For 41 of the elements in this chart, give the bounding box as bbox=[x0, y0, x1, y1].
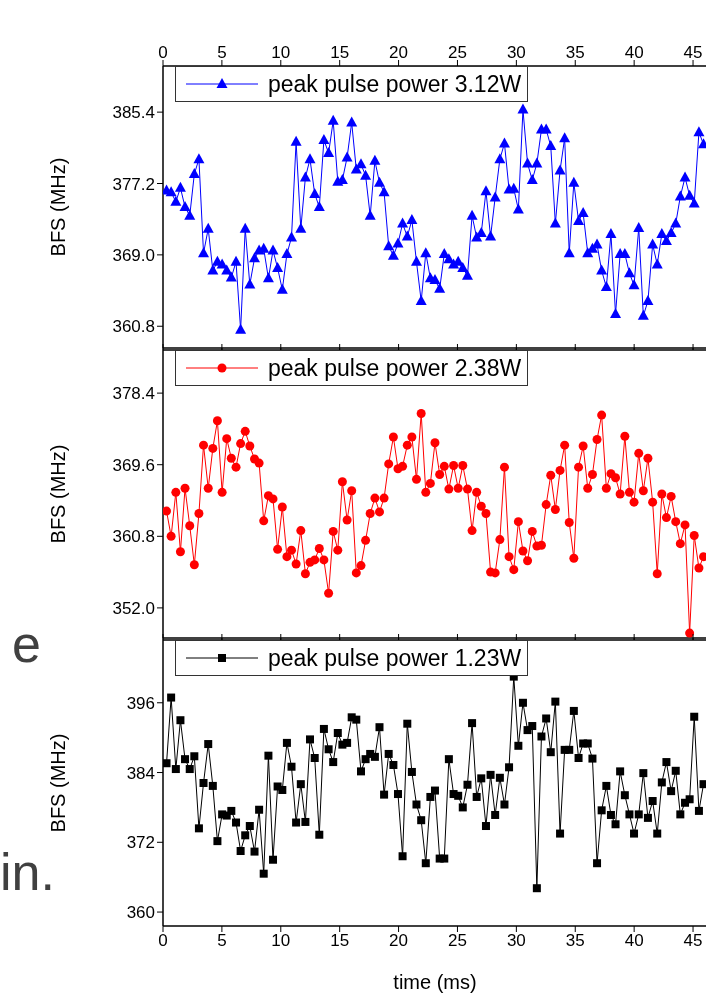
y-tick-label: 369.6 bbox=[112, 455, 155, 475]
x-tick-label: 20 bbox=[389, 931, 409, 951]
y-tick-label: 352.0 bbox=[112, 598, 155, 618]
y-tick-label: 360 bbox=[126, 903, 155, 923]
y-tick-label: 369.0 bbox=[112, 245, 155, 265]
x-tick-label: 45 bbox=[683, 931, 703, 951]
y-tick-label: 384 bbox=[126, 763, 155, 783]
text: e bbox=[12, 615, 41, 673]
x2-tick-label: 35 bbox=[565, 43, 585, 62]
y-tick-label: 360.8 bbox=[112, 527, 155, 547]
y-tick-label: 377.2 bbox=[112, 174, 155, 194]
x2-tick-label: 25 bbox=[448, 43, 467, 62]
y-tick-label: 385.4 bbox=[112, 103, 155, 123]
legend-label: peak pulse power 2.38W bbox=[268, 354, 522, 382]
y-axis-title: BFS (MHz) bbox=[47, 733, 70, 833]
x-tick-label: 35 bbox=[565, 931, 585, 951]
y-axis-title: BFS (MHz) bbox=[47, 157, 70, 257]
x2-tick-label: 30 bbox=[506, 43, 526, 62]
x2-tick-label: 40 bbox=[624, 43, 644, 62]
x-tick-label: 0 bbox=[158, 931, 168, 951]
y-tick-label: 378.4 bbox=[112, 384, 155, 404]
y-tick-label: 372 bbox=[126, 833, 155, 853]
y-tick-label: 396 bbox=[126, 693, 155, 713]
x-tick-label: 25 bbox=[448, 931, 467, 951]
x2-tick-label: 15 bbox=[330, 43, 350, 62]
x-tick-label: 15 bbox=[330, 931, 350, 951]
x2-tick-label: 45 bbox=[683, 43, 703, 62]
x2-tick-label: 0 bbox=[158, 43, 168, 62]
text: in. bbox=[0, 843, 55, 901]
x-axis-title: time (ms) bbox=[392, 971, 478, 994]
x2-tick-label: 5 bbox=[217, 43, 227, 62]
y-axis-title: BFS (MHz) bbox=[47, 444, 70, 544]
legend-label: peak pulse power 3.12W bbox=[268, 70, 522, 98]
legend-label: peak pulse power 1.23W bbox=[268, 644, 522, 672]
x-tick-label: 40 bbox=[624, 931, 644, 951]
x2-tick-label: 10 bbox=[271, 43, 291, 62]
y-tick-label: 360.8 bbox=[112, 317, 155, 337]
x-tick-label: 30 bbox=[506, 931, 526, 951]
x-tick-label: 5 bbox=[217, 931, 227, 951]
x2-tick-label: 20 bbox=[389, 43, 409, 62]
x-tick-label: 10 bbox=[271, 931, 291, 951]
